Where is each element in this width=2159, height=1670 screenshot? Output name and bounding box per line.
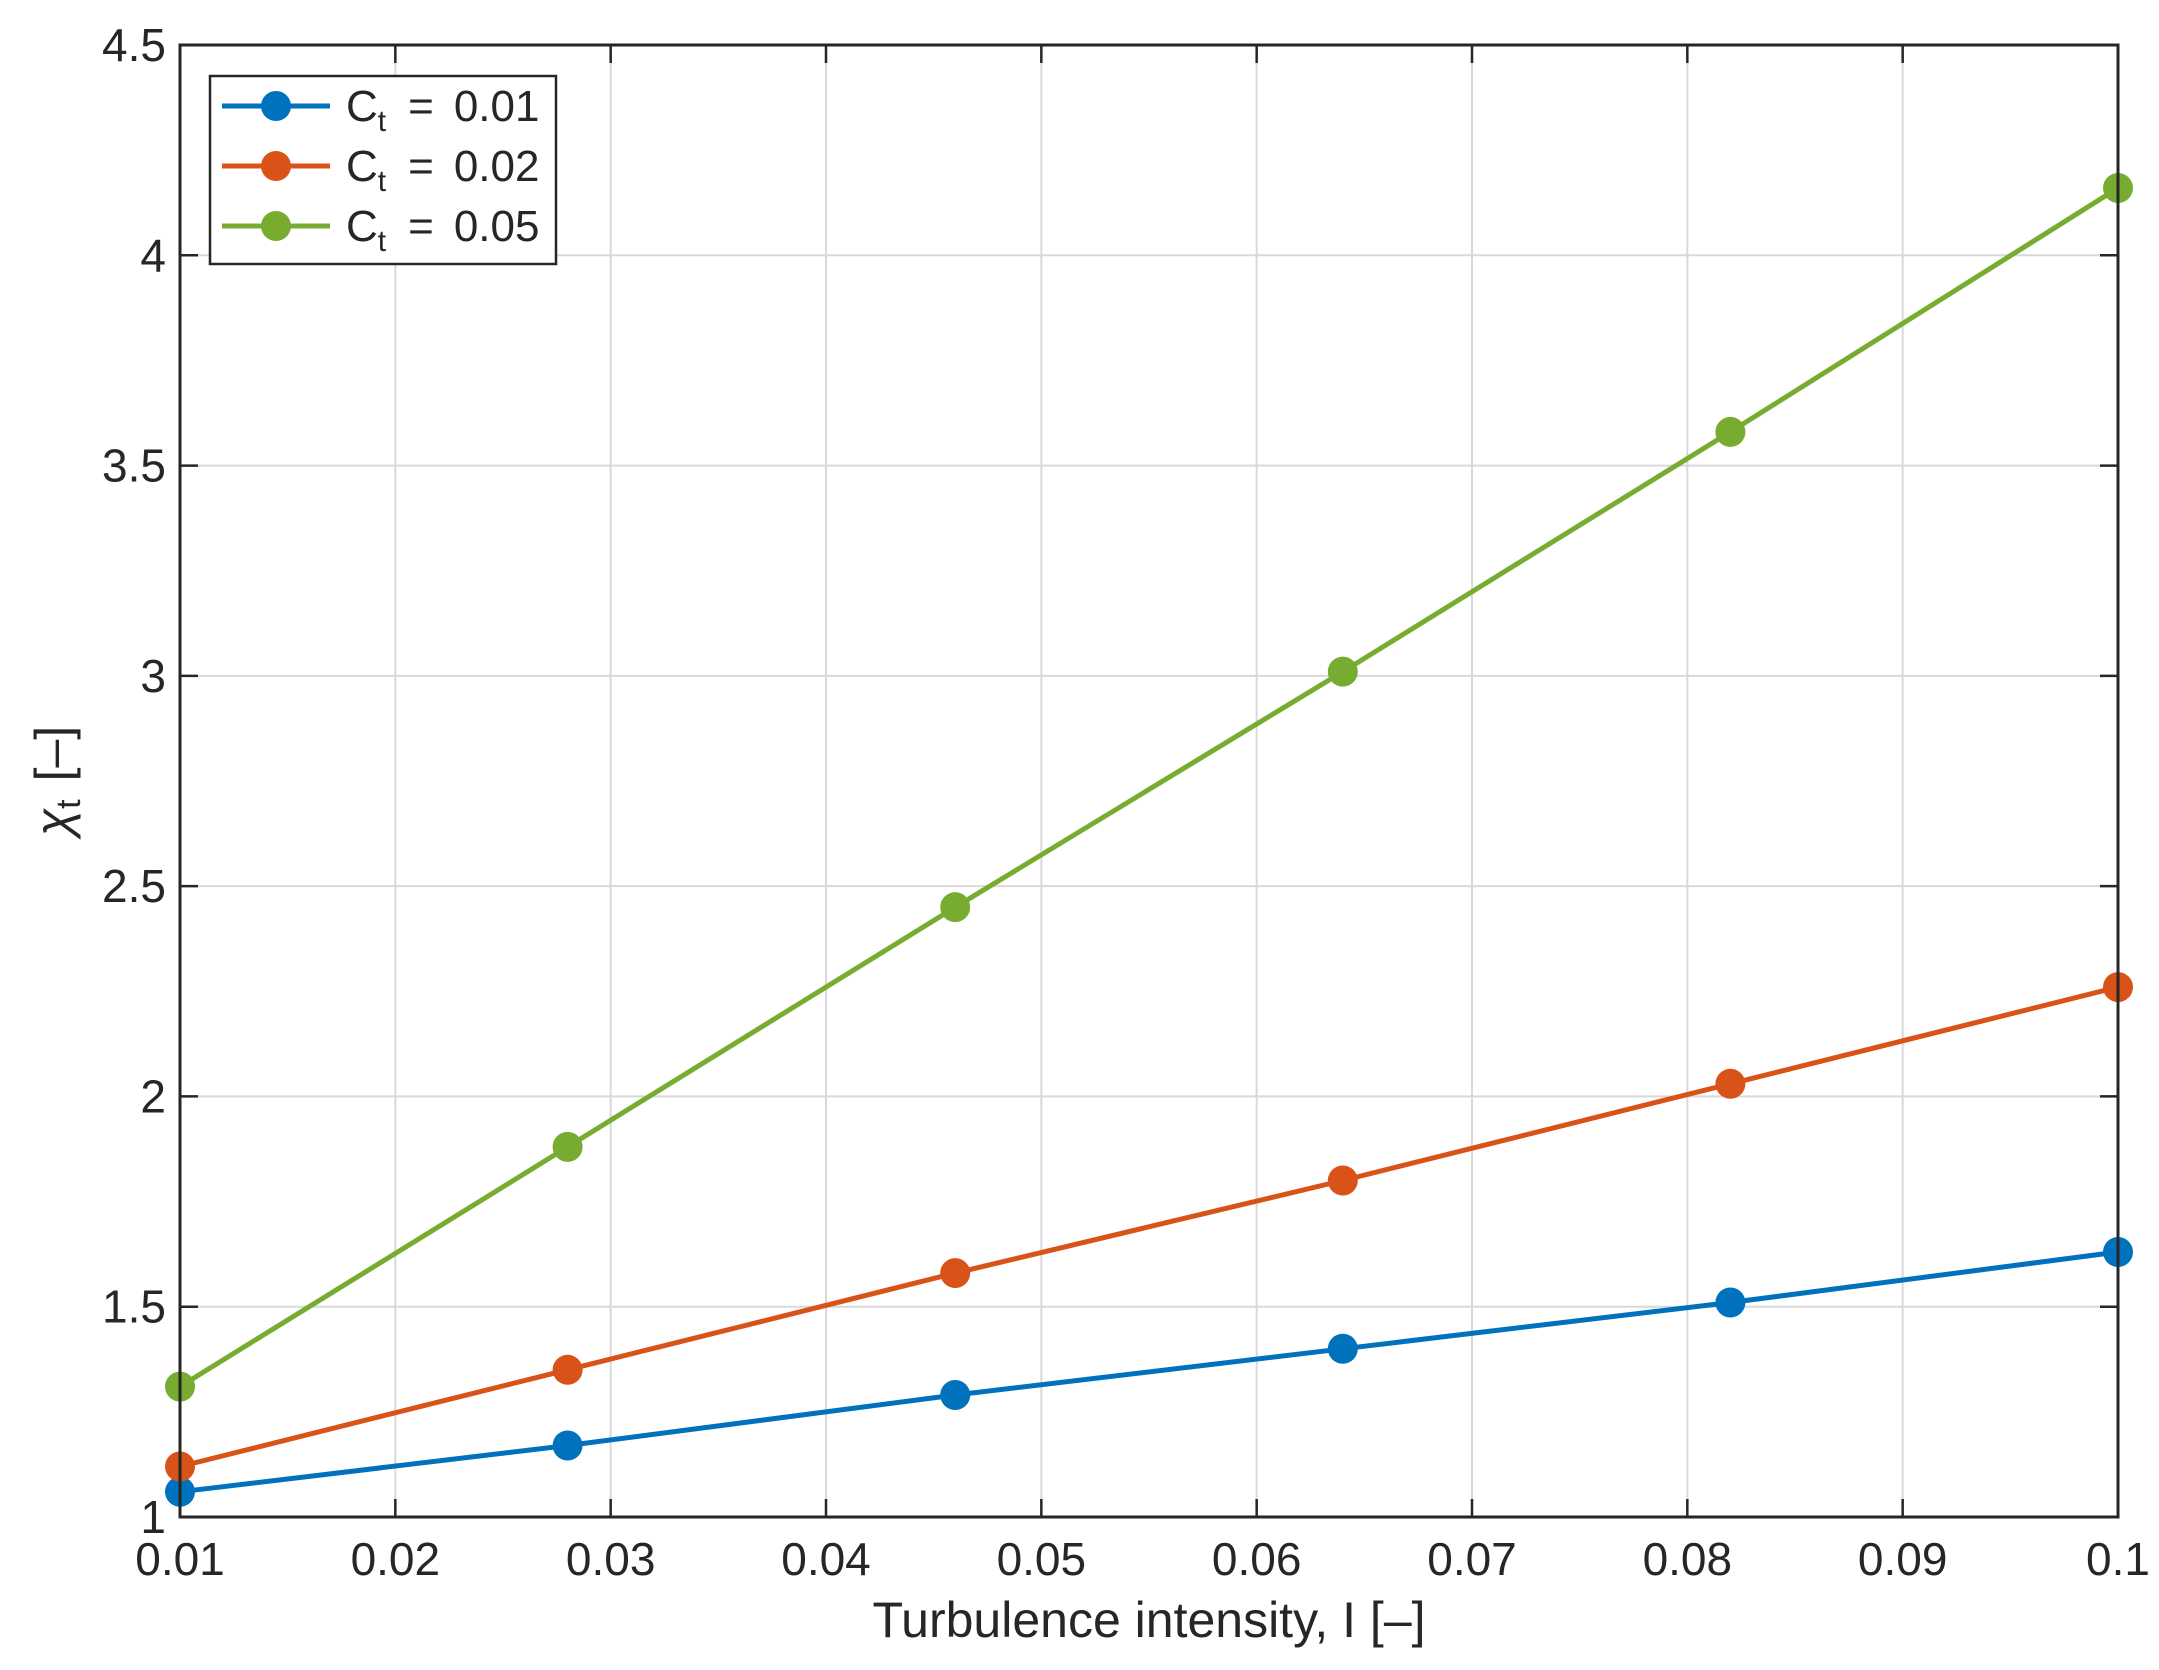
- data-point: [1327, 656, 1358, 687]
- data-point: [552, 1354, 583, 1385]
- x-tick-label: 0.09: [1858, 1533, 1948, 1585]
- x-tick-label: 0.04: [781, 1533, 871, 1585]
- legend-label-subscript: t: [378, 225, 387, 258]
- x-tick-label: 0.01: [135, 1533, 225, 1585]
- series-layer: [165, 172, 2133, 1507]
- legend-label: Ct = 0.01: [346, 82, 539, 138]
- y-tick-label: 1: [140, 1491, 166, 1543]
- data-point: [1715, 416, 1746, 447]
- legend-label-equals: =: [408, 82, 434, 131]
- legend-label-value: 0.01: [454, 82, 540, 131]
- legend-label-value: 0.05: [454, 202, 540, 251]
- y-axis-label-subscript: t: [50, 799, 88, 809]
- legend-entry-2: Ct = 0.05: [222, 202, 539, 258]
- legend-label-subscript: t: [378, 105, 387, 138]
- grid-lines: [180, 45, 2118, 1517]
- series-0: [165, 1237, 2133, 1507]
- series-line: [178, 185, 2120, 1389]
- legend-marker: [261, 91, 291, 121]
- legend-label-prefix: C: [346, 202, 378, 251]
- data-point: [1327, 1165, 1358, 1196]
- x-tick-labels: 0.01 0.02 0.03 0.04 0.05 0.06 0.07 0.08 0.09 0.1: [135, 1533, 2150, 1585]
- y-tick-label: 4.5: [102, 19, 166, 71]
- plot-frame: [178, 43, 2120, 1519]
- x-tick-label: 0.06: [1212, 1533, 1302, 1585]
- x-tick-label: 0.03: [566, 1533, 656, 1585]
- data-point: [940, 892, 971, 923]
- data-point: [1327, 1333, 1358, 1364]
- series-line: [179, 984, 2119, 1469]
- series-line: [179, 1249, 2119, 1495]
- legend-entry-0: Ct = 0.01: [222, 82, 539, 138]
- data-point: [552, 1131, 583, 1162]
- legend-label-equals: =: [408, 142, 434, 191]
- data-point: [552, 1430, 583, 1461]
- legend-label-prefix: C: [346, 142, 378, 191]
- legend-label-prefix: C: [346, 82, 378, 131]
- legend-marker: [261, 151, 291, 181]
- data-point: [1715, 1287, 1746, 1318]
- y-tick-label: 4: [140, 229, 166, 281]
- y-tick-label: 1.5: [102, 1281, 166, 1333]
- series-2: [165, 172, 2133, 1402]
- tick-marks: [178, 43, 2120, 1519]
- legend-label-value: 0.02: [454, 142, 540, 191]
- y-tick-labels: 1 1.5 2 2.5 3 3.5 4 4.5: [102, 19, 166, 1543]
- x-tick-label: 0.07: [1427, 1533, 1517, 1585]
- legend: Ct = 0.01 Ct = 0.02 Ct = 0.05: [208, 74, 558, 266]
- legend-marker: [261, 211, 291, 241]
- x-tick-label: 0.05: [997, 1533, 1087, 1585]
- y-tick-label: 2: [140, 1070, 166, 1122]
- y-axis-label-unit: [–]: [25, 726, 81, 782]
- data-point: [940, 1380, 971, 1411]
- y-tick-label: 3.5: [102, 440, 166, 492]
- x-tick-label: 0.1: [2086, 1533, 2150, 1585]
- legend-entry-1: Ct = 0.02: [222, 142, 539, 198]
- y-tick-label: 3: [140, 650, 166, 702]
- plot-background: [180, 45, 2118, 1517]
- x-axis-label: Turbulence intensity, I [–]: [872, 1592, 1425, 1648]
- legend-label-subscript: t: [378, 165, 387, 198]
- legend-label-equals: =: [408, 202, 434, 251]
- y-axis-label: χt [–]: [25, 726, 88, 840]
- y-tick-label: 2.5: [102, 860, 166, 912]
- data-point: [940, 1258, 971, 1289]
- legend-label: Ct = 0.02: [346, 142, 539, 198]
- y-axis-label-symbol: χ: [25, 808, 81, 840]
- data-point: [1715, 1068, 1746, 1099]
- x-tick-label: 0.08: [1643, 1533, 1733, 1585]
- x-tick-label: 0.02: [351, 1533, 441, 1585]
- legend-label: Ct = 0.05: [346, 202, 539, 258]
